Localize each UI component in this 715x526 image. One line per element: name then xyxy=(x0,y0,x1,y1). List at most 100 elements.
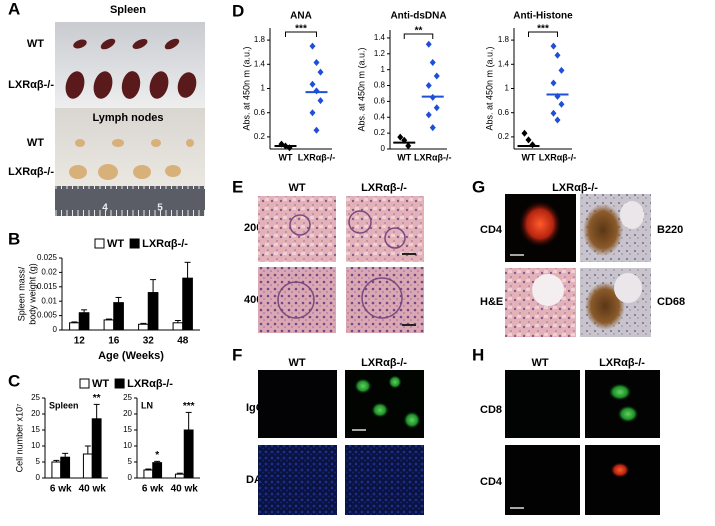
row-label: CD4 xyxy=(480,224,503,236)
x-tick-label: 40 wk xyxy=(171,484,199,495)
legend-label: WT xyxy=(107,238,124,250)
column-label: WT xyxy=(288,182,305,194)
chart-title: ANA xyxy=(290,11,312,22)
ruler-label: 5 xyxy=(157,203,163,214)
bar xyxy=(152,462,163,479)
data-point xyxy=(558,66,565,74)
y-tick-label: 20 xyxy=(31,409,40,418)
stain xyxy=(388,375,402,389)
bar xyxy=(103,319,115,331)
data-point xyxy=(429,124,436,132)
y-tick-label: 0.2 xyxy=(254,132,266,141)
node xyxy=(186,139,194,147)
stain xyxy=(585,282,625,330)
data-point xyxy=(558,100,565,108)
glomeruli xyxy=(277,210,406,319)
significance: ** xyxy=(93,393,101,404)
panel-letter: A xyxy=(8,0,20,18)
y-tick-label: 0.8 xyxy=(374,81,386,90)
data-point xyxy=(317,68,324,76)
stain xyxy=(610,462,630,478)
row-label: LXRαβ-/- xyxy=(8,166,54,178)
micrograph xyxy=(505,370,580,438)
chart-title: LN xyxy=(141,400,153,410)
chart-title: Anti-dsDNA xyxy=(390,11,446,22)
vessel xyxy=(620,201,644,229)
panel-letter: B xyxy=(8,229,20,248)
node xyxy=(75,139,85,147)
y-tick-label: 25 xyxy=(31,393,40,402)
y-tick-label: 0.025 xyxy=(37,253,58,262)
data-point xyxy=(313,58,320,66)
micrograph xyxy=(345,445,424,515)
data-point xyxy=(405,142,412,150)
spleen xyxy=(177,72,197,98)
data-point xyxy=(313,87,320,95)
x-tick-label: LXRαβ-/- xyxy=(298,152,336,162)
vessel xyxy=(532,274,564,306)
spleen xyxy=(65,71,85,99)
row-label: CD4 xyxy=(480,476,503,488)
spleen xyxy=(164,38,180,50)
ruler-label: 4 xyxy=(102,203,108,214)
y-tick-label: 20 xyxy=(123,409,132,418)
data-point xyxy=(525,136,532,144)
spleen xyxy=(121,71,141,99)
significance-bracket xyxy=(403,33,434,39)
data-point xyxy=(425,82,432,90)
y-axis-label: Cell number x10⁷ xyxy=(14,404,24,473)
x-tick-label: 6 wk xyxy=(142,484,164,495)
y-axis-label: Spleen mass/ xyxy=(16,266,26,321)
micrograph xyxy=(258,445,337,515)
bar xyxy=(183,429,194,479)
panel-letter: F xyxy=(232,345,242,364)
y-tick-label: 0.4 xyxy=(374,112,386,121)
data-point xyxy=(309,80,316,88)
legend-label: LXRαβ-/- xyxy=(127,378,173,390)
photo-title: Spleen xyxy=(110,4,146,16)
panel-letter: E xyxy=(232,177,243,196)
node xyxy=(98,164,118,180)
photo-title: Lymph nodes xyxy=(92,112,163,124)
row-label: B220 xyxy=(657,224,683,236)
legend-swatch xyxy=(94,238,105,249)
bar xyxy=(182,277,193,331)
panel-letter: G xyxy=(472,177,485,196)
data-point xyxy=(309,109,316,117)
glomerulus xyxy=(361,277,403,319)
spleen xyxy=(149,71,169,99)
y-axis-label: body weight (g) xyxy=(27,263,37,325)
column-label: LXRαβ-/- xyxy=(361,182,407,194)
lymph-nodes xyxy=(69,139,194,180)
y-axis-label: Abs. at 450n m (a.u.) xyxy=(241,46,251,130)
x-tick-label: 6 wk xyxy=(50,484,72,495)
significance: *** xyxy=(183,401,195,412)
data-point xyxy=(554,51,561,59)
data-point xyxy=(313,126,320,134)
y-tick-label: 1 xyxy=(381,65,386,74)
column-label: LXRαβ-/- xyxy=(599,357,645,369)
significance: * xyxy=(155,450,159,461)
bar xyxy=(60,456,71,479)
y-tick-label: 0.01 xyxy=(41,296,57,305)
y-tick-label: 10 xyxy=(31,441,40,450)
data-point xyxy=(309,42,316,50)
data-point xyxy=(554,116,561,124)
micrograph xyxy=(585,370,660,438)
significance-bracket xyxy=(528,31,558,37)
node xyxy=(112,139,124,147)
panel-letter: C xyxy=(8,371,20,390)
y-tick-label: 0 xyxy=(128,473,133,482)
micrograph xyxy=(258,370,337,438)
data-point xyxy=(425,40,432,48)
row-label: H&E xyxy=(480,296,503,308)
y-tick-label: 0 xyxy=(36,473,41,482)
bar xyxy=(78,312,90,331)
chart-title: Anti-Histone xyxy=(513,11,573,22)
node xyxy=(151,139,161,147)
legend-swatch xyxy=(129,238,140,249)
spleen xyxy=(73,39,87,49)
data-point xyxy=(429,59,436,67)
stain xyxy=(354,378,372,394)
node xyxy=(165,165,181,177)
